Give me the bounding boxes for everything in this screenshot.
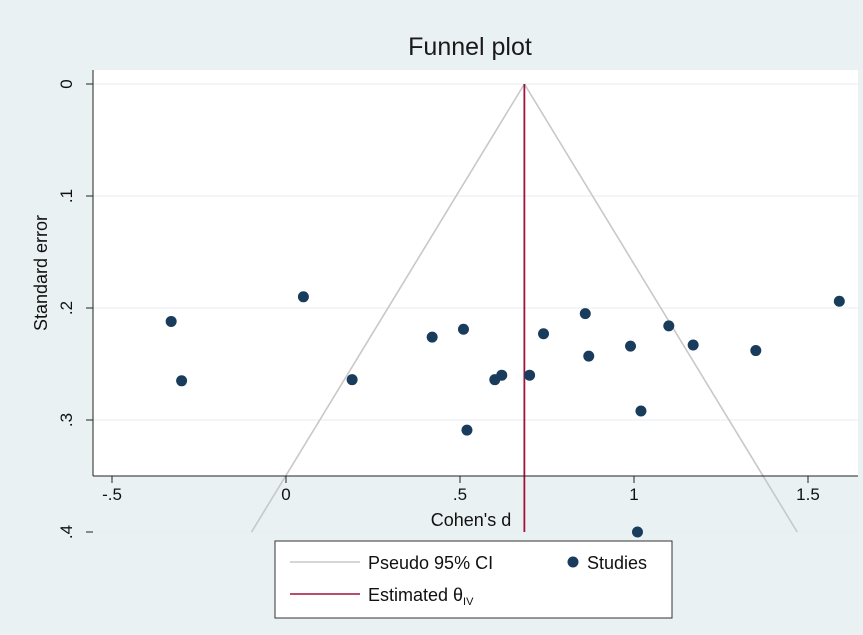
study-point: [496, 369, 508, 381]
legend-box: [274, 540, 673, 619]
legend-estimate-subscript: IV: [463, 596, 474, 608]
legend-studies-label: Studies: [587, 553, 647, 573]
study-point: [426, 331, 438, 343]
legend-estimate-label: Estimated θIV: [368, 585, 474, 608]
x-tick-label: -.5: [102, 485, 122, 504]
study-point: [579, 308, 591, 320]
y-axis-title: Standard error: [31, 215, 51, 331]
study-point: [297, 291, 309, 303]
study-point: [461, 424, 473, 436]
study-point: [538, 328, 550, 340]
legend: Pseudo 95% CI Studies Estimated θIV: [274, 540, 673, 619]
study-point: [583, 350, 595, 362]
study-point: [750, 345, 762, 357]
study-point: [833, 295, 845, 307]
legend-ci-label: Pseudo 95% CI: [368, 553, 493, 573]
pseudo-ci-lines: [250, 83, 798, 533]
x-tick-label: 1: [629, 485, 638, 504]
chart-title: Funnel plot: [408, 33, 532, 61]
study-point: [165, 315, 177, 327]
study-point: [176, 375, 188, 387]
x-tick-label: 0: [281, 485, 290, 504]
study-point: [346, 374, 358, 386]
x-tick-label: 1.5: [796, 485, 820, 504]
y-tick-label: .2: [57, 301, 76, 315]
study-point: [663, 320, 675, 332]
x-axis-title: Cohen's d: [431, 510, 512, 530]
legend-studies-marker: [567, 556, 579, 568]
axes: -.5 0 .5 1 1.5 0 .1 .2 .3 .4: [57, 70, 858, 539]
plot-area: [93, 70, 858, 476]
y-tick-label: .1: [57, 189, 76, 203]
study-point: [457, 323, 469, 335]
grid-lines: [93, 83, 858, 533]
study-point: [625, 340, 637, 352]
y-tick-label: 0: [57, 79, 76, 88]
y-tick-label: .3: [57, 413, 76, 427]
study-point: [687, 339, 699, 351]
study-point: [631, 526, 643, 538]
x-tick-label: .5: [453, 485, 467, 504]
ci-line-right: [523, 83, 798, 533]
study-points: [165, 291, 845, 538]
y-tick-label: .4: [57, 525, 76, 539]
study-point: [524, 369, 536, 381]
ci-line-left: [250, 83, 526, 533]
legend-estimate-text: Estimated θ: [368, 585, 463, 605]
study-point: [635, 405, 647, 417]
